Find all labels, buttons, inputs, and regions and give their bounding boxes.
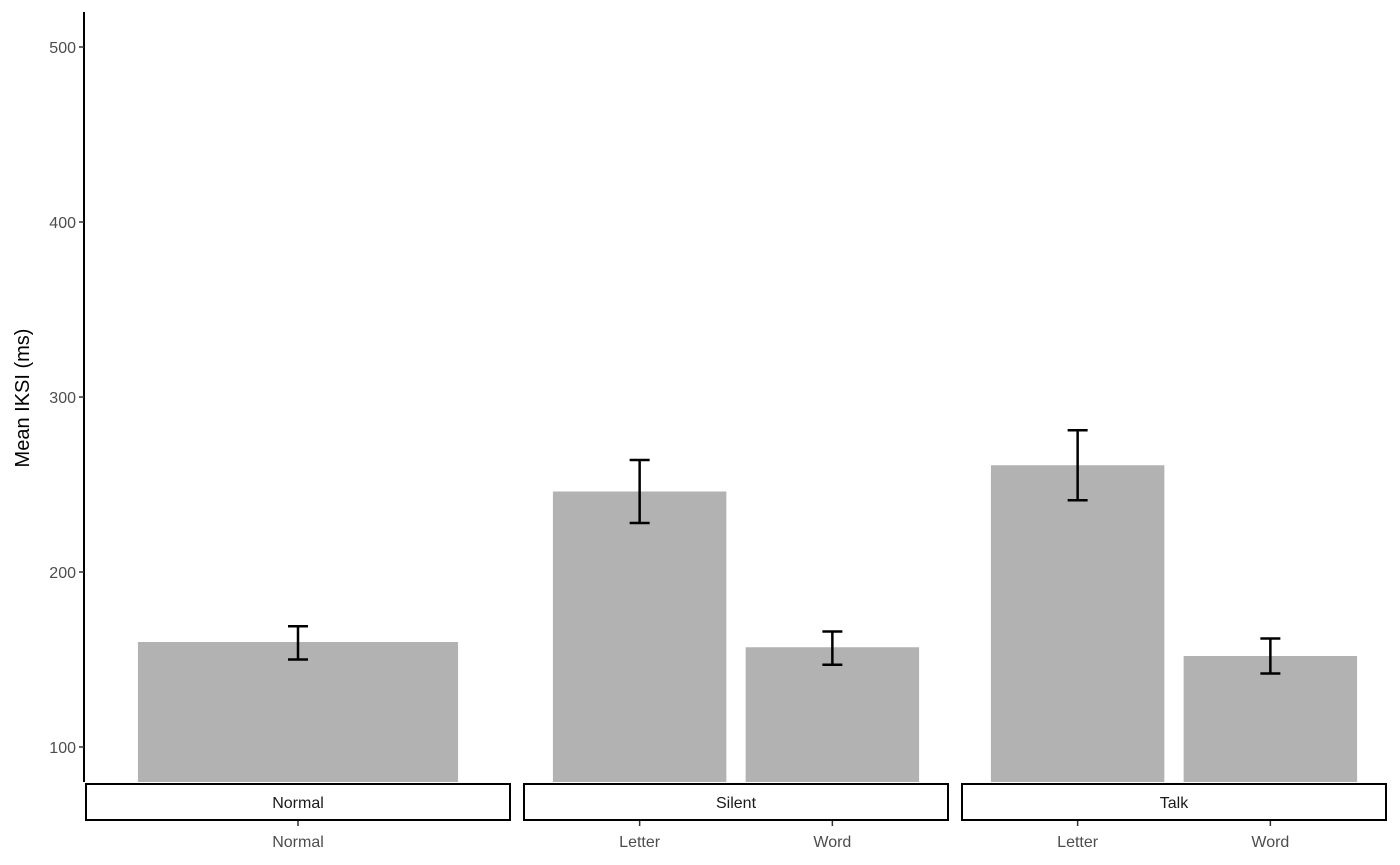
x-tick-label: Word [813,834,851,851]
facet-panels: Normal Normal Letter Word Silent Letter Word Ta… [85,429,1387,851]
facet-strip [523,783,949,821]
x-tick-label: Normal [272,834,324,851]
bar [745,647,920,782]
x-tick-label: Letter [1057,834,1099,851]
facet-strip [85,783,511,821]
facet-strip-label: Talk [1160,795,1189,812]
facet-silent: Letter Word Silent [523,458,949,851]
y-axis: 100 200 300 400 500 [49,12,85,782]
x-tick-label: Letter [619,834,661,851]
facet-strip-label: Silent [716,795,757,812]
y-axis-title: Mean IKSI (ms) [12,329,34,468]
x-tick-label: Word [1251,834,1289,851]
facet-strip [961,783,1387,821]
y-tick-label: 100 [49,740,76,757]
y-tick-label: 200 [49,565,76,582]
bar [552,491,727,782]
facet-strip-label: Normal [272,795,324,812]
facet-talk: Letter Word Talk [961,429,1387,851]
y-tick-label: 300 [49,390,76,407]
bar [990,465,1165,782]
y-tick-label: 500 [49,40,76,57]
facet-normal: Normal Normal [85,625,511,851]
y-tick-label: 400 [49,215,76,232]
bar [1183,656,1358,782]
bar [137,642,459,782]
